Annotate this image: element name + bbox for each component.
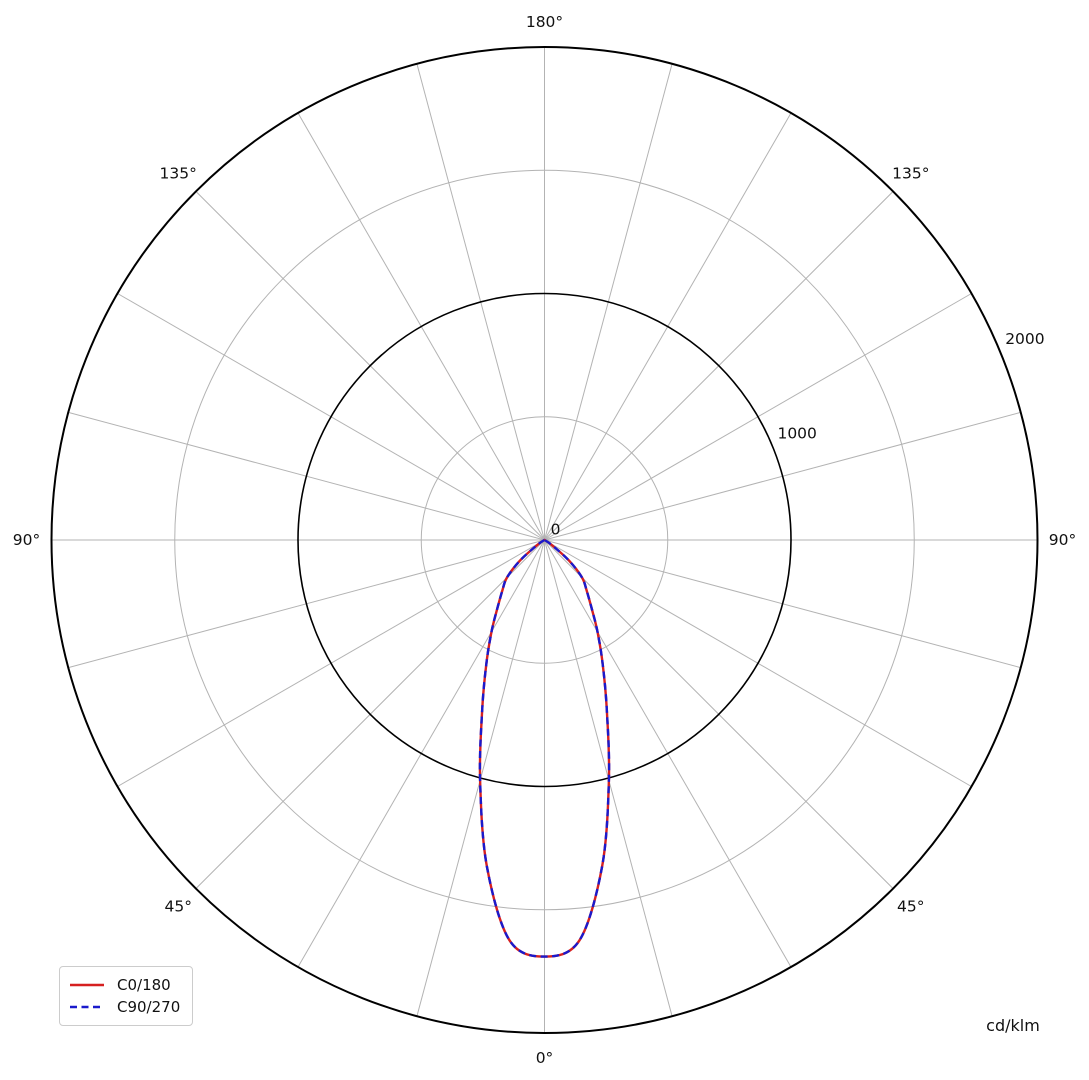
unit-label: cd/klm (986, 1016, 1040, 1035)
legend-item-c0-180: C0/180 (69, 974, 183, 996)
theta-tick-label: 45° (164, 897, 191, 915)
legend: C0/180 C90/270 (59, 966, 193, 1026)
legend-item-c90-270: C90/270 (69, 996, 183, 1018)
radius-gridline-minor (420, 416, 669, 664)
legend-label-c90-270: C90/270 (117, 998, 181, 1016)
r-tick-label: 1000 (777, 424, 816, 442)
r-tick-label: 2000 (1005, 330, 1044, 348)
legend-line-solid-icon (70, 983, 104, 987)
theta-tick-label: 180° (526, 13, 563, 31)
theta-tick-label: 90° (1049, 531, 1076, 549)
theta-tick-label: 45° (897, 897, 924, 915)
legend-line-dashed-icon (70, 1005, 104, 1009)
theta-tick-label: 135° (160, 165, 197, 183)
radius-gridline-major (297, 292, 792, 788)
legend-label-c0-180: C0/180 (117, 976, 171, 994)
polar-axis-spine (50, 46, 1039, 1034)
radius-gridline-minor (174, 169, 915, 911)
theta-tick-label: 0° (536, 1049, 554, 1067)
theta-tick-label: 135° (892, 165, 929, 183)
r-tick-label: 0 (551, 520, 561, 538)
theta-tick-label: 90° (13, 531, 40, 549)
curve-c90-270 (478, 538, 611, 958)
